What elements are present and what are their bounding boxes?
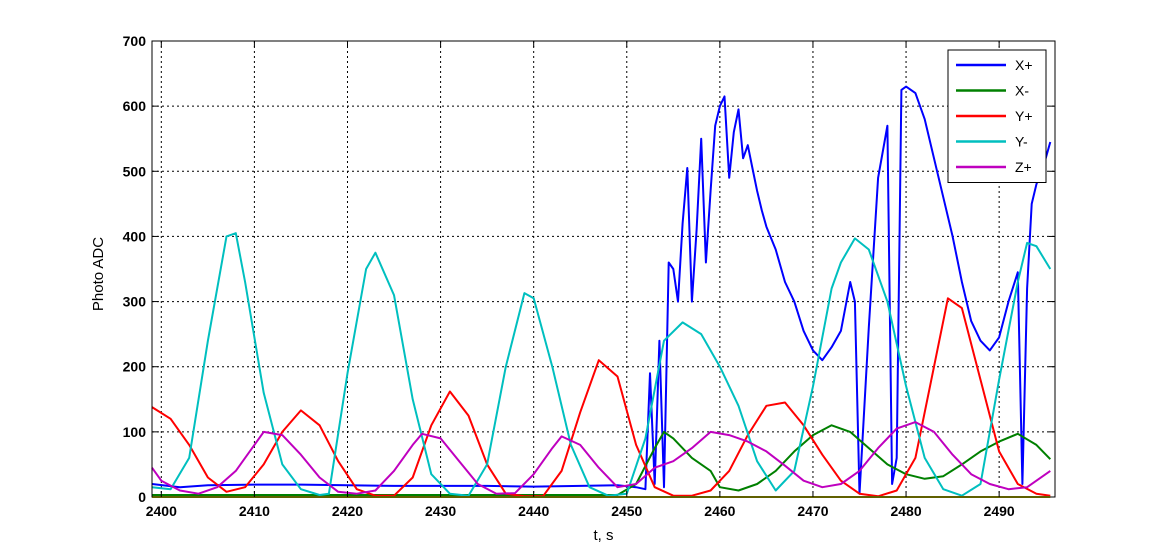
axis-ticks: 2400 2410 2420 2430 2440 2450 2460 2470 2480 2490… xyxy=(123,33,1055,519)
legend-label: X+ xyxy=(1015,57,1033,73)
y-tick-label: 0 xyxy=(138,489,146,505)
plot-area-frame xyxy=(151,40,1056,498)
series-line-yminus xyxy=(151,232,1052,497)
legend-label: X- xyxy=(1015,83,1029,99)
y-tick-label: 400 xyxy=(123,228,147,244)
x-tick-label: 2420 xyxy=(332,503,363,519)
x-tick-label: 2440 xyxy=(518,503,549,519)
legend-label: Y+ xyxy=(1015,108,1033,124)
legend-label: Y- xyxy=(1015,134,1028,150)
legend-label: Z+ xyxy=(1015,159,1032,175)
x-tick-label: 2480 xyxy=(890,503,921,519)
y-tick-label: 200 xyxy=(123,359,147,375)
x-tick-label: 2430 xyxy=(425,503,456,519)
x-tick-label: 2450 xyxy=(611,503,642,519)
series-line-yplus xyxy=(151,297,1051,498)
y-tick-label: 500 xyxy=(123,163,147,179)
x-axis-label: t, s xyxy=(593,527,613,544)
x-tick-label: 2470 xyxy=(797,503,828,519)
y-tick-label: 600 xyxy=(123,98,147,114)
series-line-xplus xyxy=(151,85,1052,495)
series-line-zplus xyxy=(151,421,1051,495)
y-tick-label: 300 xyxy=(123,294,147,310)
y-tick-label: 100 xyxy=(123,424,147,440)
x-tick-label: 2410 xyxy=(239,503,270,519)
y-axis-label: Photo ADC xyxy=(90,237,107,311)
x-tick-label: 2460 xyxy=(704,503,735,519)
y-tick-label: 700 xyxy=(123,33,147,49)
x-tick-label: 2400 xyxy=(146,503,177,519)
legend: X+ X- Y+ Y- Z+ xyxy=(947,49,1047,183)
x-tick-label: 2490 xyxy=(984,503,1015,519)
